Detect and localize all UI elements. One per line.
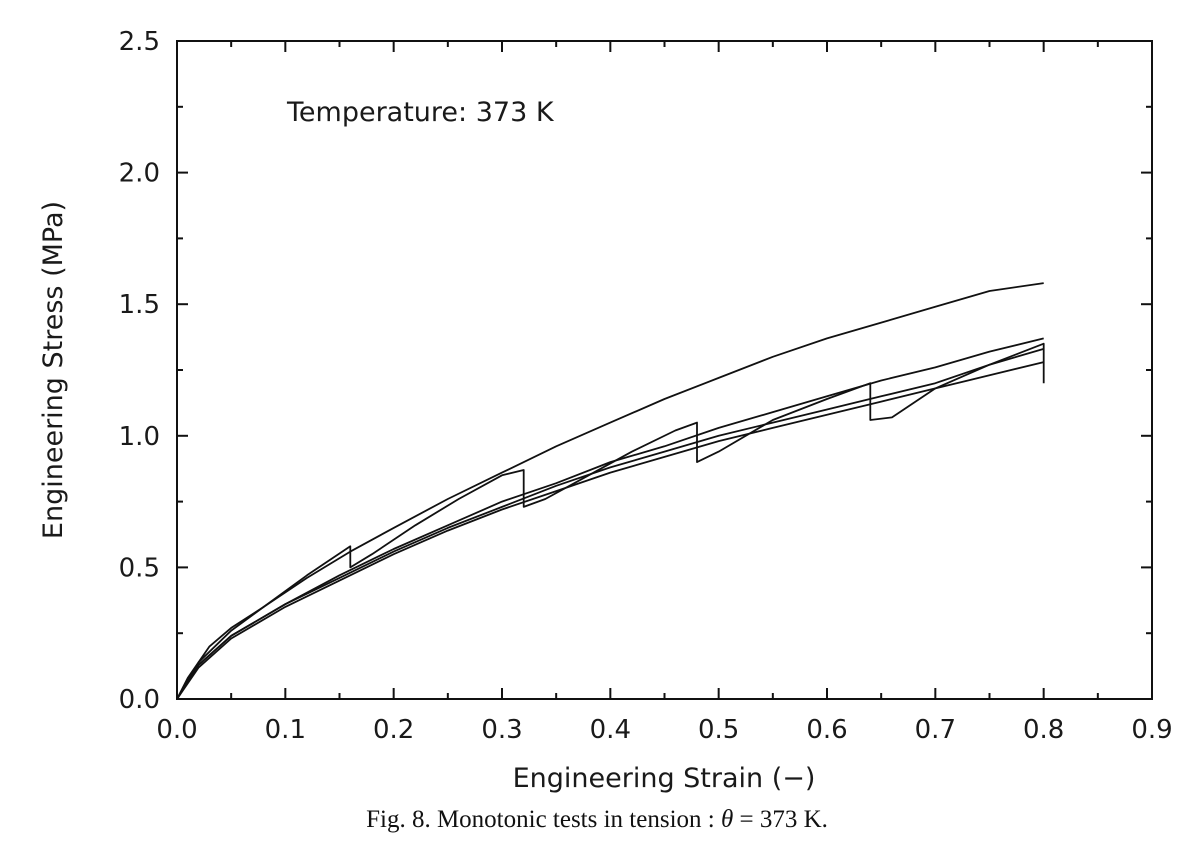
x-tick-label: 0.3: [481, 715, 522, 745]
y-axis-ticks: 0.0 0.5 1.0 1.5 2.0 2.5: [119, 27, 1152, 715]
caption-prefix: Fig. 8. Monotonic tests in tension :: [366, 806, 721, 833]
series-line-5: [176, 361, 1044, 700]
y-tick-label: 1.5: [119, 290, 160, 320]
series-line-1: [176, 282, 1044, 700]
y-tick-label: 1.0: [119, 422, 160, 452]
series-line-4: [176, 348, 1044, 700]
x-tick-label: 0.0: [156, 715, 197, 745]
y-tick-label: 2.5: [119, 27, 160, 57]
y-axis-title: Engineering Stress (MPa): [38, 201, 69, 539]
temperature-annotation: Temperature: 373 K: [286, 97, 555, 128]
x-tick-label: 0.1: [265, 715, 306, 745]
plot-frame: [176, 40, 1153, 700]
figure-caption: Fig. 8. Monotonic tests in tension : θ =…: [0, 806, 1194, 834]
x-axis-ticks: 0.0 0.1 0.2 0.3 0.4 0.5 0.6 0.7 0.8 0.9: [156, 41, 1173, 745]
x-tick-label: 0.4: [590, 715, 631, 745]
y-tick-label: 0.0: [119, 685, 160, 715]
series-line-2: [176, 342, 1045, 700]
y-tick-label: 2.0: [119, 159, 160, 189]
x-tick-label: 0.9: [1131, 715, 1172, 745]
x-tick-label: 0.5: [698, 715, 739, 745]
x-tick-label: 0.7: [915, 715, 956, 745]
series-line-3: [176, 337, 1044, 700]
x-axis-title: Engineering Strain (−): [513, 763, 816, 794]
y-tick-label: 0.5: [119, 553, 160, 583]
caption-theta-symbol: θ: [720, 806, 734, 833]
data-series: [176, 282, 1045, 700]
x-tick-label: 0.8: [1023, 715, 1064, 745]
x-tick-label: 0.6: [806, 715, 847, 745]
chart: 0.0 0.1 0.2 0.3 0.4 0.5 0.6 0.7 0.8 0.9 0.0 0.5 1.0…: [38, 27, 1173, 794]
x-tick-label: 0.2: [373, 715, 414, 745]
caption-suffix: = 373 K.: [733, 806, 828, 833]
